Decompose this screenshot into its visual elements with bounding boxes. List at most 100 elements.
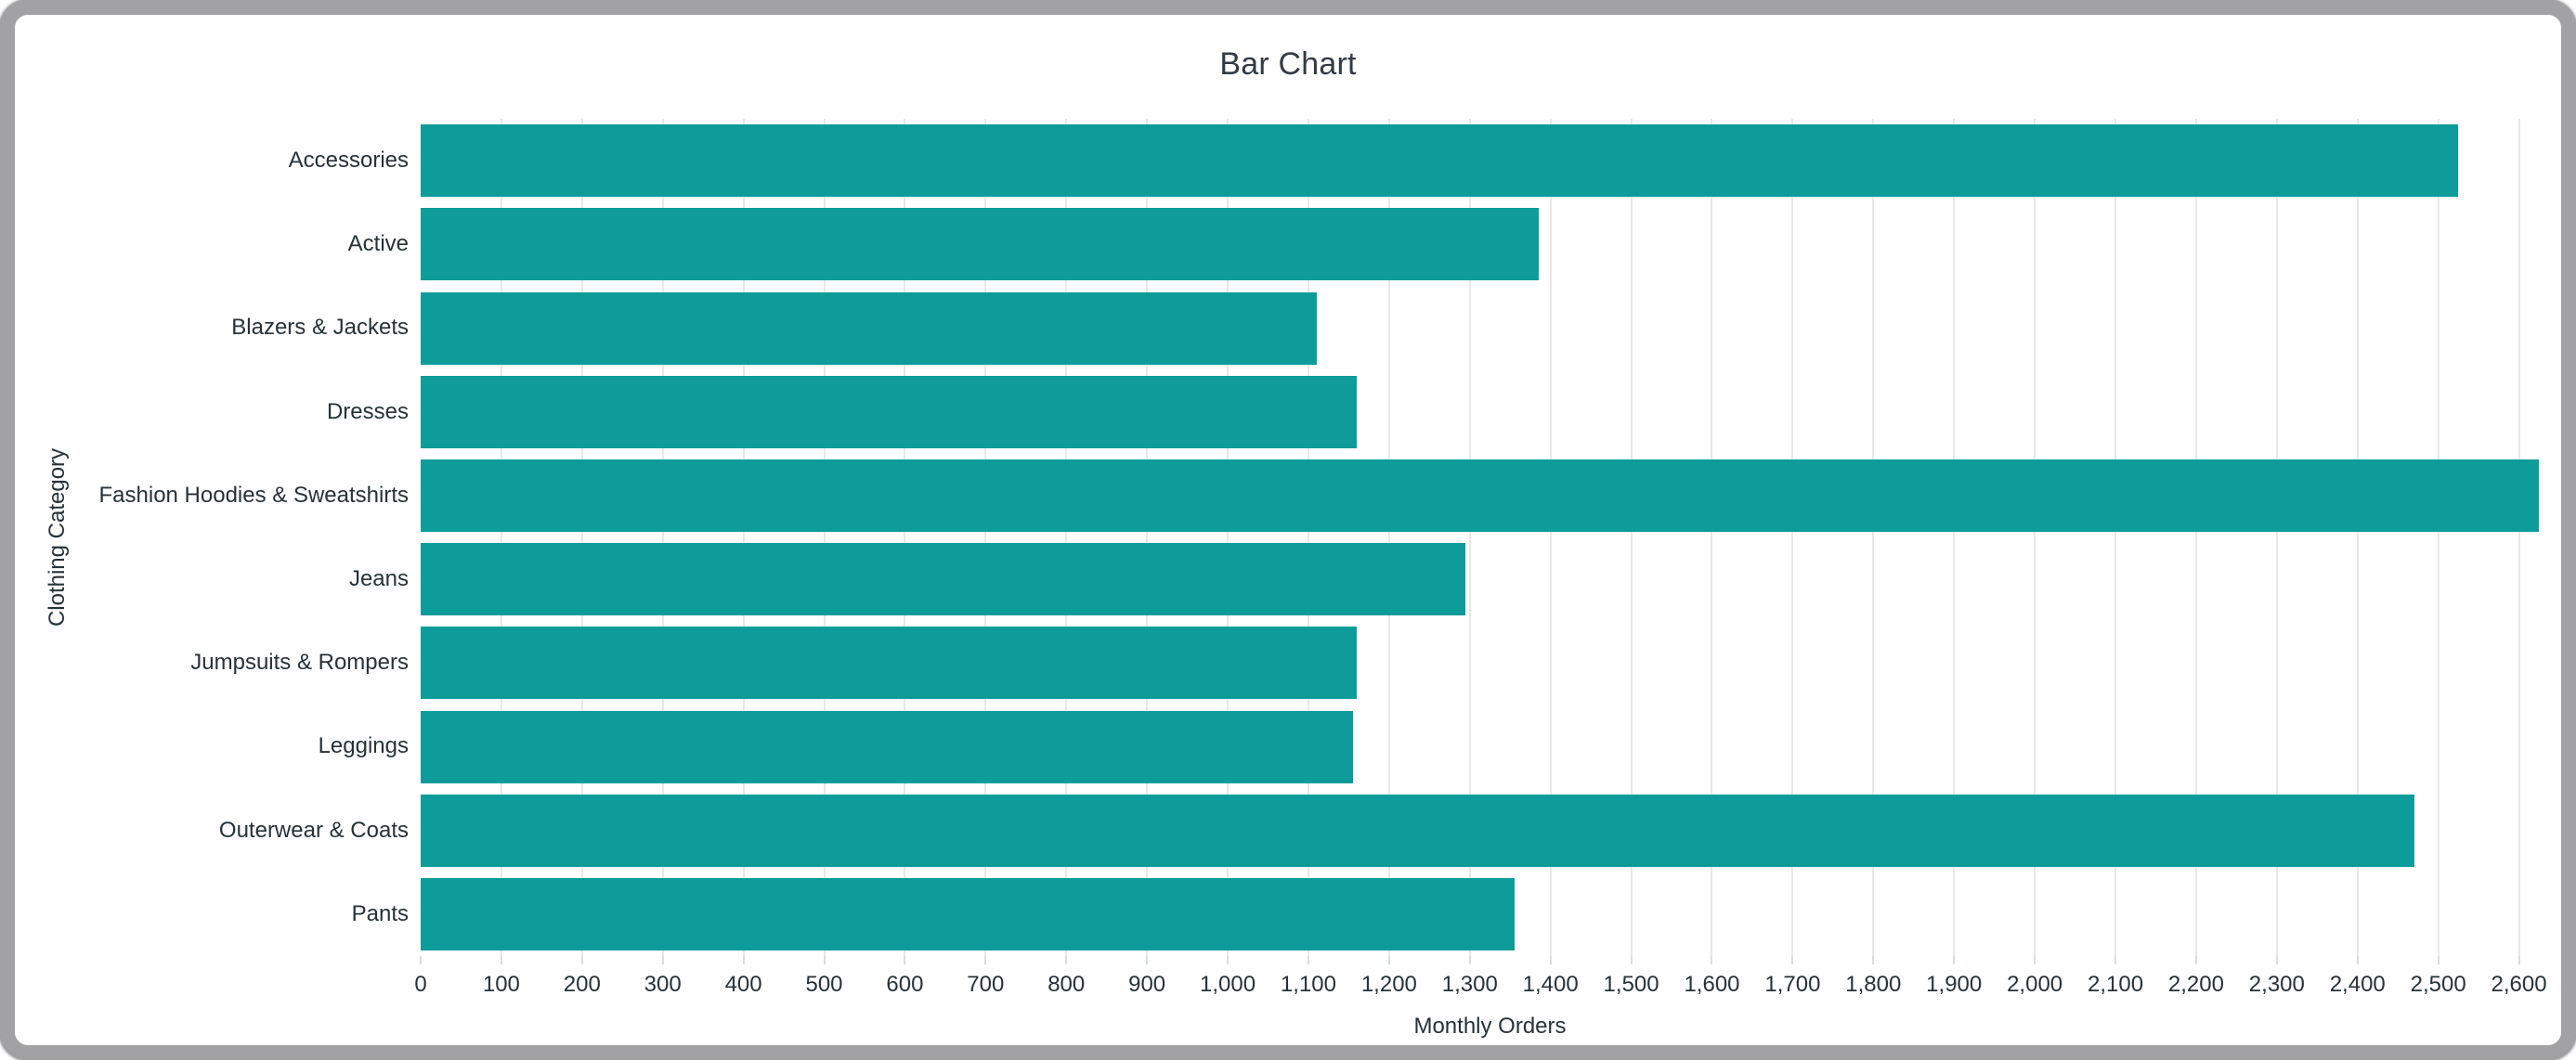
- x-tick-label: 1,400: [1522, 972, 1579, 997]
- gridline: [1065, 119, 1068, 956]
- y-tick-label: Leggings: [318, 733, 409, 759]
- bar[interactable]: [421, 877, 1515, 950]
- gridline: [2517, 119, 2520, 956]
- gridline: [1146, 119, 1149, 956]
- x-tick-mark: [984, 956, 987, 964]
- y-tick-label: Dresses: [326, 398, 409, 424]
- x-tick-mark: [823, 956, 826, 964]
- gridline: [1630, 119, 1633, 956]
- x-tick-label: 400: [724, 972, 762, 997]
- bar[interactable]: [421, 710, 1353, 783]
- gridline: [2114, 119, 2117, 956]
- x-tick-label: 1,500: [1603, 972, 1659, 997]
- x-tick-label: 1,900: [1926, 972, 1983, 997]
- plot-area: [421, 119, 2559, 956]
- gridline: [2437, 119, 2439, 956]
- x-tick-label: 1,700: [1764, 972, 1821, 997]
- gridline: [904, 119, 906, 956]
- x-tick-label: 200: [563, 972, 601, 997]
- x-tick-mark: [1711, 956, 1713, 964]
- x-tick-label: 2,400: [2329, 972, 2386, 997]
- chart-title: Bar Chart: [1219, 46, 1357, 82]
- bar[interactable]: [421, 375, 1358, 448]
- x-tick-label: 2,300: [2248, 972, 2305, 997]
- x-tick-label: 2,100: [2087, 972, 2144, 997]
- x-tick-mark: [2034, 956, 2036, 964]
- bar[interactable]: [421, 291, 1317, 365]
- x-tick-mark: [661, 956, 664, 964]
- x-tick-mark: [1630, 956, 1633, 964]
- x-tick-label: 1,000: [1200, 972, 1256, 997]
- gridline: [984, 119, 987, 956]
- y-tick-label: Fashion Hoodies & Sweatshirts: [98, 482, 410, 508]
- gridline: [661, 119, 664, 956]
- x-tick-mark: [1791, 956, 1794, 964]
- x-tick-mark: [2517, 956, 2520, 964]
- bar[interactable]: [421, 543, 1466, 616]
- x-tick-mark: [420, 956, 422, 964]
- x-tick-mark: [1387, 956, 1390, 964]
- bar[interactable]: [421, 208, 1539, 281]
- x-tick-mark: [1065, 956, 1068, 964]
- x-axis-tick-labels: 0 100 200 300 400 500 600 700 800 900 1,000 1,100 1,…: [414, 956, 2559, 1021]
- x-tick-label: 2,200: [2167, 972, 2224, 997]
- gridline: [2034, 119, 2036, 956]
- x-tick-label: 300: [644, 972, 682, 997]
- x-tick-mark: [742, 956, 745, 964]
- chart-canvas: Bar Chart Clothing Category Accessories A…: [15, 15, 2561, 1045]
- gridline: [2194, 119, 2197, 956]
- x-tick-label: 900: [1128, 972, 1166, 997]
- x-tick-mark: [2194, 956, 2197, 964]
- x-tick-mark: [904, 956, 906, 964]
- gridline: [1872, 119, 1875, 956]
- y-axis-tick-labels: Accessories Active Blazers & Jackets Dresse…: [15, 119, 410, 956]
- x-tick-label: 0: [414, 972, 427, 997]
- x-tick-label: 100: [482, 972, 520, 997]
- y-tick-label: Jeans: [348, 566, 409, 591]
- x-tick-label: 2,600: [2491, 972, 2547, 997]
- x-tick-mark: [2356, 956, 2359, 964]
- x-tick-label: 1,800: [1845, 972, 1902, 997]
- x-tick-label: 500: [805, 972, 843, 997]
- y-tick-label: Active: [347, 231, 409, 257]
- gridline: [823, 119, 826, 956]
- gridline: [580, 119, 583, 956]
- x-axis-title: Monthly Orders: [1413, 1014, 1567, 1039]
- gridline: [742, 119, 745, 956]
- gridline: [500, 119, 502, 956]
- x-tick-mark: [1953, 956, 1956, 964]
- gridline: [1711, 119, 1713, 956]
- gridline: [1791, 119, 1794, 956]
- gridline: [1549, 119, 1552, 956]
- x-tick-mark: [500, 956, 502, 964]
- bar[interactable]: [421, 794, 2414, 867]
- gridline: [2275, 119, 2278, 956]
- y-tick-label: Blazers & Jackets: [231, 315, 409, 341]
- bar[interactable]: [421, 459, 2540, 532]
- x-tick-mark: [1549, 956, 1552, 964]
- y-tick-label: Pants: [351, 900, 409, 926]
- x-tick-label: 2,000: [2007, 972, 2063, 997]
- x-tick-mark: [1468, 956, 1471, 964]
- x-tick-label: 2,500: [2410, 972, 2466, 997]
- x-tick-mark: [1307, 956, 1309, 964]
- x-tick-mark: [1872, 956, 1875, 964]
- y-tick-label: Outerwear & Coats: [218, 817, 409, 843]
- x-tick-mark: [2275, 956, 2278, 964]
- bar[interactable]: [421, 627, 1358, 700]
- x-tick-label: 1,100: [1280, 972, 1336, 997]
- y-tick-label: Jumpsuits & Rompers: [190, 650, 409, 676]
- gridline: [2356, 119, 2359, 956]
- x-tick-label: 1,600: [1684, 972, 1740, 997]
- bar[interactable]: [421, 124, 2459, 198]
- gridline: [1953, 119, 1956, 956]
- gridline: [1227, 119, 1229, 956]
- x-tick-label: 1,300: [1441, 972, 1498, 997]
- x-tick-label: 1,200: [1360, 972, 1417, 997]
- x-tick-mark: [580, 956, 583, 964]
- y-tick-label: Accessories: [288, 148, 409, 173]
- x-tick-mark: [2437, 956, 2439, 964]
- x-tick-label: 700: [967, 972, 1005, 997]
- gridline: [1387, 119, 1390, 956]
